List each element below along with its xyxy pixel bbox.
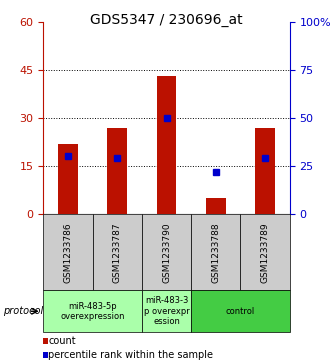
Text: GSM1233789: GSM1233789 [260,222,270,283]
Text: count: count [48,336,76,346]
Text: protocol: protocol [3,306,44,316]
Bar [255,127,275,214]
Text: percentile rank within the sample: percentile rank within the sample [48,350,213,360]
Bar [58,144,78,214]
Text: GSM1233787: GSM1233787 [113,222,122,283]
Text: GSM1233788: GSM1233788 [211,222,220,283]
Bar [107,127,127,214]
Bar [206,198,226,214]
Text: GDS5347 / 230696_at: GDS5347 / 230696_at [90,13,243,27]
Text: miR-483-3
p overexpr
ession: miR-483-3 p overexpr ession [144,296,189,326]
Text: miR-483-5p
overexpression: miR-483-5p overexpression [60,302,125,321]
Bar [157,76,176,214]
Text: control: control [226,307,255,316]
Text: GSM1233786: GSM1233786 [63,222,73,283]
Text: GSM1233790: GSM1233790 [162,222,171,283]
